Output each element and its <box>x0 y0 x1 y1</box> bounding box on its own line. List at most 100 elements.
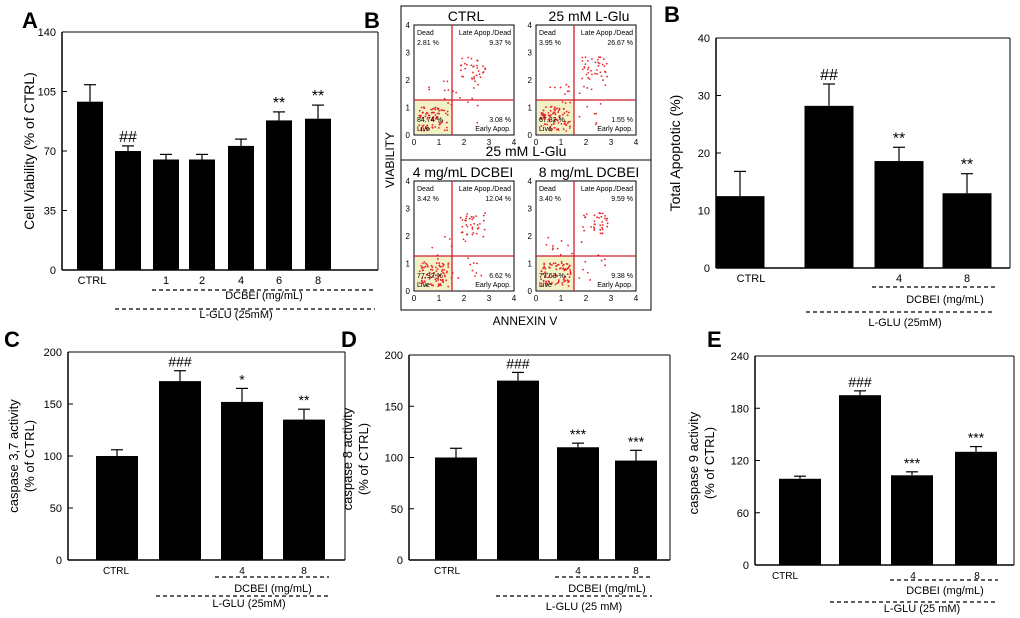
flow-dot <box>424 262 427 265</box>
flow-dot <box>559 114 561 117</box>
flow-dot <box>604 217 606 220</box>
flow-dot <box>445 126 448 129</box>
flow-dot <box>428 88 431 91</box>
flow-x-tick: 2 <box>584 138 589 147</box>
flow-dot <box>596 216 598 219</box>
flow-dot <box>443 89 446 92</box>
flow-dot <box>552 112 554 115</box>
flow-dot <box>480 274 483 277</box>
y-tick-label: 140 <box>38 27 56 39</box>
flow-dot <box>459 69 462 72</box>
quadrant-live-pct: 84.74 % <box>417 117 443 124</box>
flow-dot <box>434 274 437 277</box>
flow-dot <box>420 114 422 117</box>
flow-dot <box>540 270 543 273</box>
flow-dot <box>435 280 438 282</box>
flow-dot <box>431 123 434 126</box>
panel-label-D: D <box>341 327 357 352</box>
y-axis-label: (% of CTRL) <box>702 427 717 499</box>
flow-dot <box>461 219 464 221</box>
flow-dot <box>568 280 570 283</box>
flow-dot <box>560 240 563 242</box>
significance-label: ### <box>168 354 192 370</box>
flow-dot <box>431 108 434 111</box>
chart-E: E 0 60 120 180 240 caspase 9 activity (% of CTR… <box>686 327 1015 615</box>
flow-dot <box>591 73 593 76</box>
flow-x-tick: 3 <box>487 294 492 303</box>
flow-dot <box>446 129 449 132</box>
flow-dot <box>566 114 569 117</box>
flow-dot <box>420 129 423 132</box>
flow-dot <box>441 262 444 265</box>
flow-dot <box>461 231 464 234</box>
quadrant-dead-pct: 3.95 % <box>539 40 561 47</box>
quadrant-live-label: Live <box>417 282 430 289</box>
flow-x-tick: 2 <box>584 294 589 303</box>
flow-dot <box>436 107 439 110</box>
flow-x-tick: 3 <box>609 138 614 147</box>
significance-label: ## <box>820 67 838 84</box>
flow-dot <box>590 58 593 60</box>
flow-dot <box>599 224 602 227</box>
flow-dot <box>555 265 557 268</box>
significance-label: *** <box>570 426 587 442</box>
flow-dot <box>421 266 424 269</box>
flow-dot <box>441 109 444 112</box>
flow-dot <box>442 272 445 275</box>
flow-dot <box>585 73 588 76</box>
flow-dot <box>593 227 596 230</box>
x-tick-label: 4 <box>238 275 244 287</box>
quadrant-late-label: Late Apop./Dead <box>459 186 511 193</box>
flow-middle-label: 25 mM L-Glu <box>486 143 567 159</box>
flow-dot <box>597 217 600 219</box>
flow-dot <box>561 101 564 103</box>
flow-dot <box>419 115 422 118</box>
flow-dot <box>593 220 596 223</box>
quadrant-late-pct: 26.67 % <box>607 40 633 47</box>
flow-dot <box>587 76 590 79</box>
group-label: DCBEI (mg/mL) <box>906 294 984 306</box>
flow-dot <box>545 282 548 285</box>
flow-dot <box>593 112 596 115</box>
flow-dot <box>584 260 587 263</box>
flow-dot <box>547 114 550 117</box>
flow-dot <box>560 260 563 263</box>
flow-dot <box>550 129 553 132</box>
flow-dot <box>595 112 598 115</box>
flow-dot <box>462 238 465 241</box>
flow-dot <box>446 113 449 116</box>
significance-label: ### <box>848 374 872 390</box>
flow-dot <box>479 76 482 79</box>
quadrant-late-label: Late Apop./Dead <box>581 186 633 193</box>
bar <box>497 380 539 560</box>
x-tick-label: 4 <box>896 273 902 285</box>
flow-dot <box>549 106 552 109</box>
quadrant-late-label: Late Apop./Dead <box>459 30 511 37</box>
flow-dot <box>553 119 556 122</box>
flow-dot <box>432 274 435 277</box>
flow-x-label: ANNEXIN V <box>493 314 558 328</box>
flow-dot <box>562 128 565 131</box>
flow-dot <box>601 232 604 235</box>
flow-dot <box>552 111 555 114</box>
bar <box>228 145 254 270</box>
flow-dot <box>586 105 589 108</box>
flow-panel: B VIABILITY ANNEXIN V 25 mM L-Glu CTRL Dead 2.… <box>364 5 652 328</box>
flow-dot <box>470 57 473 60</box>
x-tick-label: 8 <box>974 571 980 582</box>
flow-y-tick: 2 <box>406 232 411 241</box>
flow-dot <box>447 266 450 269</box>
flow-dot <box>561 113 564 116</box>
flow-dot <box>543 113 546 116</box>
group-label: L-GLU (25mM) <box>199 309 272 321</box>
flow-dot <box>441 279 444 282</box>
flow-x-tick: 3 <box>487 138 492 147</box>
bar <box>615 460 657 560</box>
flow-dot <box>447 285 450 288</box>
flow-dot <box>600 215 603 218</box>
flow-dot <box>424 284 427 287</box>
flow-dot <box>443 275 446 278</box>
bar <box>779 478 821 565</box>
flow-dot <box>587 71 590 74</box>
